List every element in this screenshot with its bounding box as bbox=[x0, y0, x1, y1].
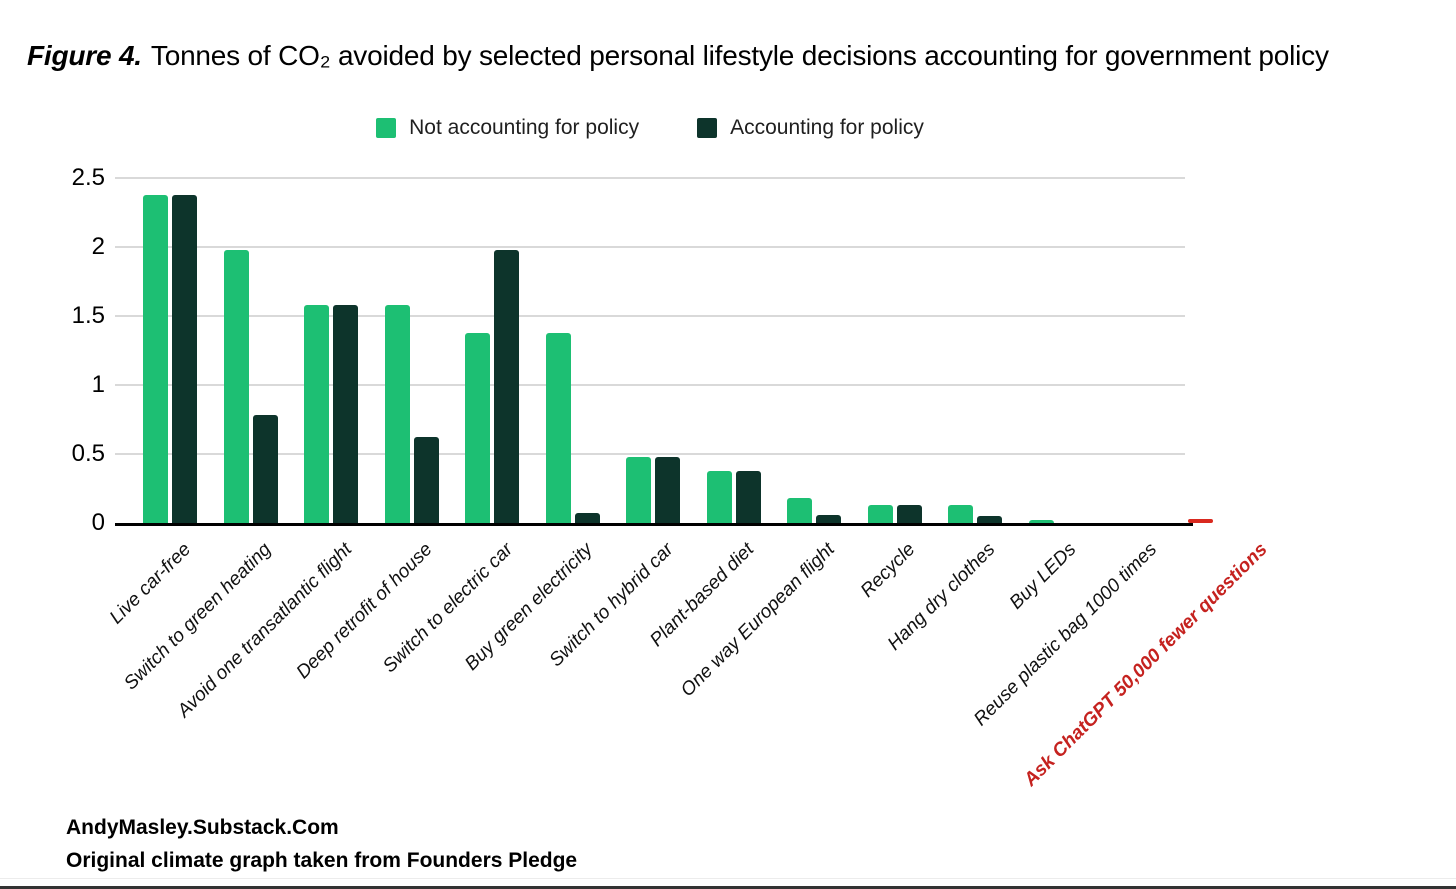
legend-swatch-dark-icon bbox=[697, 118, 718, 138]
gridline bbox=[115, 453, 1185, 455]
bar-not-accounting bbox=[1028, 520, 1054, 523]
bar-accounting bbox=[172, 195, 197, 523]
bar-not-accounting bbox=[948, 505, 973, 523]
x-axis-category-label: Recycle bbox=[856, 539, 920, 602]
bar-accounting bbox=[494, 250, 519, 523]
chart-legend: Not accounting for policy Accounting for… bbox=[115, 116, 1185, 140]
figure-number-label: Figure 4. bbox=[27, 40, 142, 71]
y-axis-tick-label: 1.5 bbox=[71, 302, 105, 329]
legend-label-accounting: Accounting for policy bbox=[730, 116, 924, 139]
x-axis-category-label: One way European flight bbox=[676, 539, 839, 701]
bar-accounting bbox=[574, 513, 600, 523]
footer-attribution: Original climate graph taken from Founde… bbox=[66, 849, 578, 872]
x-axis-line bbox=[115, 523, 1193, 526]
bar-not-accounting bbox=[706, 471, 732, 523]
divider-line bbox=[0, 878, 1456, 879]
x-axis-category-label: Deep retrofit of house bbox=[292, 539, 437, 684]
y-axis-tick-label: 0.5 bbox=[71, 440, 105, 467]
y-axis-tick-label: 1 bbox=[91, 371, 105, 398]
gridline bbox=[115, 384, 1185, 386]
bar-accounting bbox=[816, 515, 841, 523]
gridline bbox=[115, 246, 1185, 248]
bar-not-accounting bbox=[223, 250, 249, 523]
bar-not-accounting bbox=[465, 333, 490, 523]
figure-title-text: Tonnes of CO₂ avoided by selected person… bbox=[150, 40, 1329, 71]
bar-not-accounting bbox=[626, 457, 651, 523]
x-axis-category-label: Buy LEDs bbox=[1005, 539, 1081, 614]
footer-source-url: AndyMasley.Substack.Com bbox=[66, 816, 339, 839]
legend-item-not-accounting: Not accounting for policy bbox=[376, 116, 639, 140]
bar-accounting bbox=[252, 415, 278, 523]
bar-accounting bbox=[896, 505, 922, 523]
gridline bbox=[115, 177, 1185, 179]
bar-not-accounting bbox=[304, 305, 329, 523]
y-axis-tick-label: 2 bbox=[91, 233, 105, 260]
bar-accounting bbox=[735, 471, 761, 523]
bar-accounting bbox=[655, 457, 680, 523]
figure-title: Figure 4. Tonnes of CO₂ avoided by select… bbox=[27, 40, 1329, 72]
bar-not-accounting bbox=[787, 498, 812, 523]
bar-not-accounting bbox=[867, 505, 893, 523]
bar-not-accounting bbox=[384, 305, 410, 523]
bar-not-accounting bbox=[545, 333, 571, 523]
legend-item-accounting: Accounting for policy bbox=[697, 116, 924, 140]
bar-accounting bbox=[413, 437, 439, 523]
bar-accounting bbox=[333, 305, 358, 523]
bar-not-accounting bbox=[143, 195, 168, 523]
x-axis-category-label: Live car-free bbox=[105, 539, 195, 629]
y-axis-tick-label: 0 bbox=[91, 509, 105, 536]
legend-swatch-green-icon bbox=[376, 118, 397, 138]
bar-highlight-ask-chatgpt bbox=[1188, 519, 1213, 523]
page-bottom-edge bbox=[0, 886, 1456, 889]
y-axis-tick-label: 2.5 bbox=[71, 164, 105, 191]
gridline bbox=[115, 315, 1185, 317]
legend-label-not-accounting: Not accounting for policy bbox=[409, 116, 640, 139]
bar-accounting bbox=[977, 516, 1002, 523]
x-axis-category-label: Switch to green heating bbox=[120, 539, 276, 695]
